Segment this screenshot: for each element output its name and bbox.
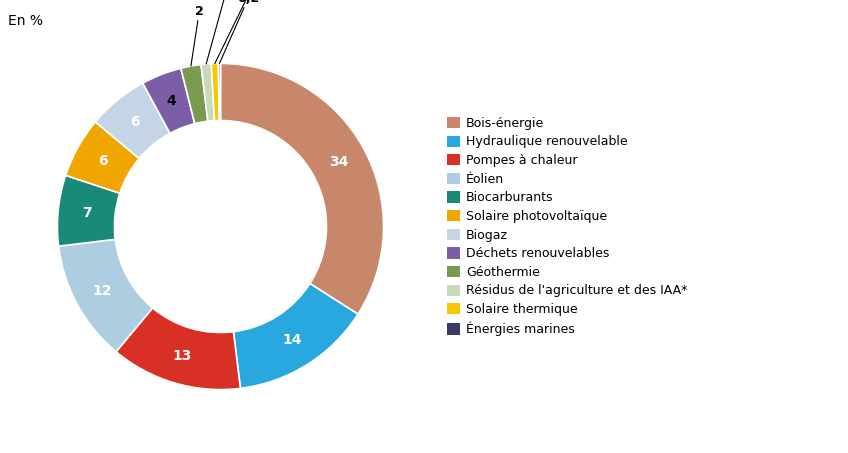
- Text: En %: En %: [8, 14, 43, 28]
- Legend: Bois-énergie, Hydraulique renouvelable, Pompes à chaleur, Éolien, Biocarburants,: Bois-énergie, Hydraulique renouvelable, …: [447, 117, 688, 336]
- Text: 34: 34: [329, 155, 349, 169]
- Text: 6: 6: [98, 154, 108, 168]
- Text: 7: 7: [81, 206, 92, 220]
- Wedge shape: [58, 175, 120, 246]
- Text: 0,7: 0,7: [215, 0, 267, 63]
- Wedge shape: [95, 83, 170, 159]
- Text: 6: 6: [131, 116, 140, 130]
- Text: 4: 4: [167, 94, 176, 108]
- Wedge shape: [116, 308, 241, 390]
- Wedge shape: [65, 122, 139, 193]
- Wedge shape: [181, 65, 208, 124]
- Text: 12: 12: [92, 284, 112, 298]
- Wedge shape: [220, 63, 383, 314]
- Wedge shape: [233, 284, 358, 388]
- Wedge shape: [201, 64, 215, 121]
- Text: 1: 1: [206, 0, 232, 64]
- Wedge shape: [211, 63, 219, 120]
- Text: 2: 2: [191, 5, 204, 66]
- Text: 14: 14: [282, 333, 302, 347]
- Wedge shape: [59, 239, 153, 352]
- Text: 0,2: 0,2: [220, 0, 259, 63]
- Text: 13: 13: [173, 348, 192, 362]
- Wedge shape: [219, 63, 220, 120]
- Wedge shape: [142, 68, 195, 133]
